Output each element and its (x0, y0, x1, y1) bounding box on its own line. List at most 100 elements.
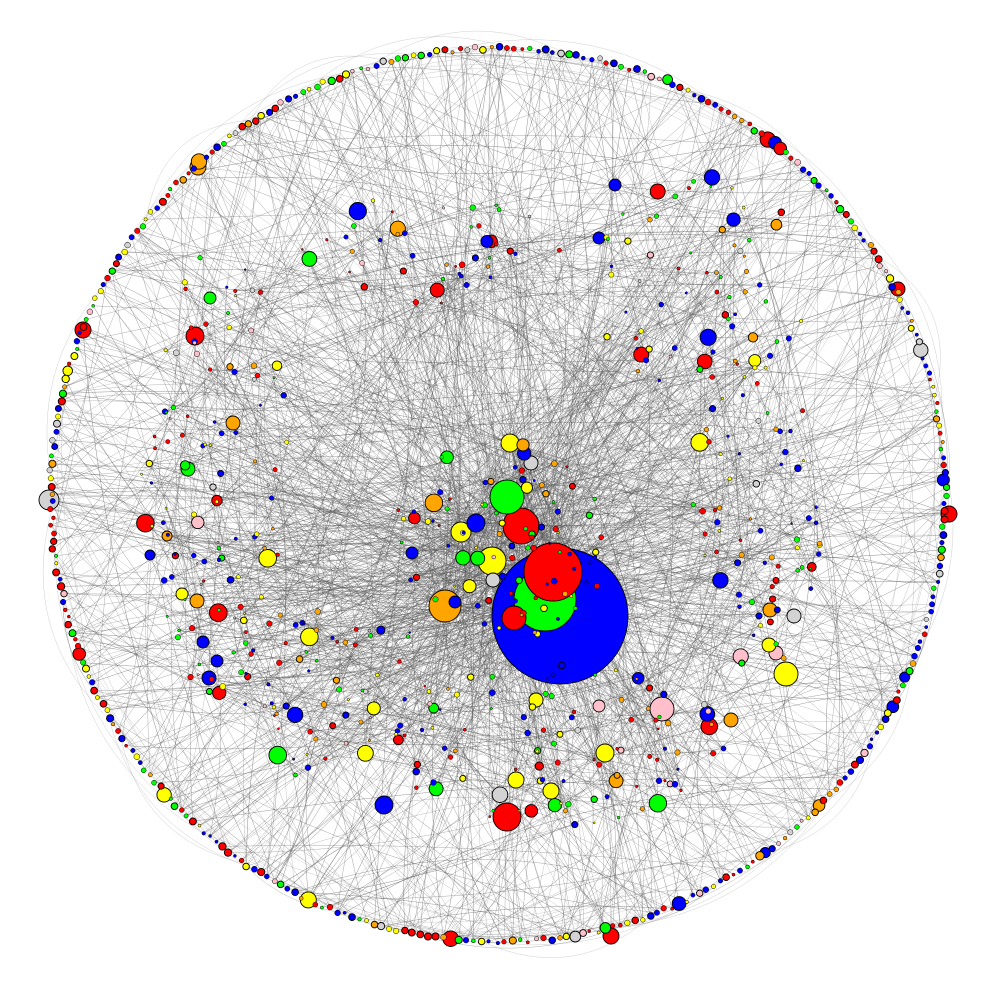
graph-node (551, 460, 558, 467)
graph-node (348, 202, 367, 221)
graph-node (817, 540, 823, 547)
graph-edge (377, 642, 897, 701)
graph-node (757, 282, 763, 288)
ring-node (834, 200, 839, 205)
ring-node (943, 483, 951, 491)
graph-edge (530, 414, 759, 464)
graph-edge (482, 49, 809, 819)
graph-edge (60, 566, 494, 581)
graph-node (233, 616, 236, 620)
ring-node (587, 929, 591, 933)
ring-node (67, 614, 71, 619)
graph-edge (62, 76, 652, 394)
ring-node (75, 347, 80, 351)
graph-node (458, 261, 466, 269)
graph-node (529, 534, 535, 540)
graph-node (269, 701, 274, 706)
graph-node (258, 594, 264, 600)
ring-node (504, 45, 510, 51)
ring-node (100, 282, 106, 288)
graph-edge (818, 554, 939, 584)
graph-edge (716, 548, 939, 583)
graph-edge (93, 208, 841, 310)
graph-node (272, 376, 276, 380)
graph-node (710, 349, 716, 355)
graph-edge (142, 226, 934, 390)
graph-node (508, 591, 514, 596)
ring-node (79, 323, 88, 331)
graph-edge (362, 652, 903, 691)
ring-node (806, 170, 812, 176)
graph-edge (126, 617, 515, 746)
graph-node (276, 659, 283, 666)
graph-edge (349, 271, 508, 498)
graph-edge (149, 528, 526, 556)
graph-edge (554, 463, 652, 917)
ring-node (828, 193, 834, 199)
graph-edge (162, 201, 682, 791)
ring-node (782, 835, 788, 841)
ring-node (669, 81, 676, 89)
graph-edge (214, 421, 512, 547)
ring-node (717, 878, 724, 884)
graph-node (794, 545, 800, 551)
ring-node (170, 802, 179, 811)
ring-node (847, 768, 855, 775)
graph-edge (171, 297, 218, 577)
graph-node (453, 584, 456, 588)
graph-node (718, 452, 723, 457)
graph-node (463, 282, 470, 288)
graph-edge (64, 267, 679, 388)
graph-edge (222, 844, 741, 871)
graph-edge (606, 237, 865, 754)
graph-edge (720, 338, 790, 581)
graph-edge (679, 87, 840, 790)
ring-node (47, 483, 56, 491)
graph-edge (459, 273, 893, 707)
graph-edge (308, 89, 522, 527)
ring-node (850, 760, 859, 769)
graph-node (399, 267, 407, 275)
ring-node (670, 906, 674, 911)
graph-node (653, 213, 660, 219)
ring-node (495, 42, 504, 51)
ring-node (940, 461, 947, 469)
graph-edge (146, 119, 256, 219)
graph-edge (506, 496, 932, 612)
graph-node (437, 524, 441, 527)
ring-node (95, 695, 100, 700)
ring-node (417, 51, 425, 60)
graph-node (292, 757, 296, 761)
ring-node (53, 428, 60, 435)
graph-node (556, 531, 560, 534)
graph-edge (220, 453, 740, 515)
ring-node (73, 338, 81, 345)
graph-node (164, 507, 168, 510)
ring-node (937, 545, 946, 554)
graph-node (293, 772, 298, 778)
graph-edge (274, 522, 477, 882)
graph-edge (199, 525, 440, 826)
graph-node (550, 577, 558, 585)
graph-node (367, 739, 371, 742)
graph-edge (242, 126, 600, 239)
ring-node (907, 324, 915, 332)
graph-node (757, 527, 764, 534)
graph-edge (604, 229, 723, 754)
graph-edge (361, 68, 647, 361)
ring-node (471, 938, 476, 944)
graph-edge (100, 290, 613, 926)
graph-node (712, 572, 729, 589)
graph-edge (687, 89, 832, 197)
graph-edge (112, 269, 246, 272)
ring-node (936, 422, 942, 429)
graph-node (243, 612, 246, 615)
graph-edge (315, 737, 347, 744)
graph-edge (294, 521, 434, 716)
ring-node (115, 728, 121, 734)
ring-node (61, 374, 70, 384)
graph-node (336, 686, 342, 693)
graph-edge (515, 641, 921, 770)
ring-node (914, 332, 919, 337)
graph-node (730, 186, 734, 190)
